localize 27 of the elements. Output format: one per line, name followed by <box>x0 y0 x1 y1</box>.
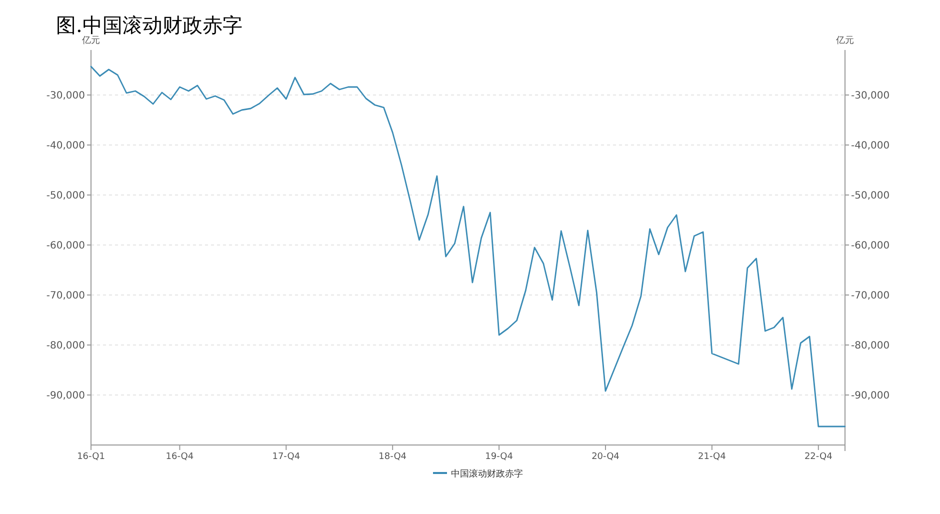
y2-tick-label: -70,000 <box>851 290 890 302</box>
y-tick-label: -40,000 <box>46 140 85 152</box>
x-tick-label: 18-Q4 <box>378 452 407 462</box>
x-tick-label: 21-Q4 <box>698 452 726 462</box>
y2-tick-label: -40,000 <box>851 140 890 152</box>
y-axis-title: 亿元 <box>81 35 100 46</box>
y2-axis-title: 亿元 <box>835 35 854 46</box>
y2-tick-label: -50,000 <box>851 190 890 202</box>
y-tick-label: -70,000 <box>46 290 85 302</box>
x-tick-label: 19-Q4 <box>485 452 514 462</box>
y-tick-label: -60,000 <box>46 240 85 252</box>
y2-tick-label: -60,000 <box>851 240 890 252</box>
legend-label: 中国滚动财政赤字 <box>451 468 523 480</box>
x-tick-label: 17-Q4 <box>272 452 300 462</box>
line-series <box>90 66 846 428</box>
y2-tick-label: -80,000 <box>851 340 890 352</box>
y-tick-label: -90,000 <box>46 390 85 402</box>
x-tick-label: 16-Q4 <box>166 452 194 462</box>
x-tick-label: 20-Q4 <box>592 452 620 462</box>
y2-tick-label: -30,000 <box>851 90 890 102</box>
x-tick-label: 22-Q4 <box>804 452 833 462</box>
y2-tick-label: -90,000 <box>851 390 890 402</box>
y-tick-label: -50,000 <box>46 190 85 202</box>
y-tick-label: -30,000 <box>46 90 85 102</box>
y-tick-label: -80,000 <box>46 340 85 352</box>
chart-title: 图.中国滚动财政赤字 <box>56 13 242 37</box>
x-tick-label: 16-Q1 <box>77 452 105 462</box>
